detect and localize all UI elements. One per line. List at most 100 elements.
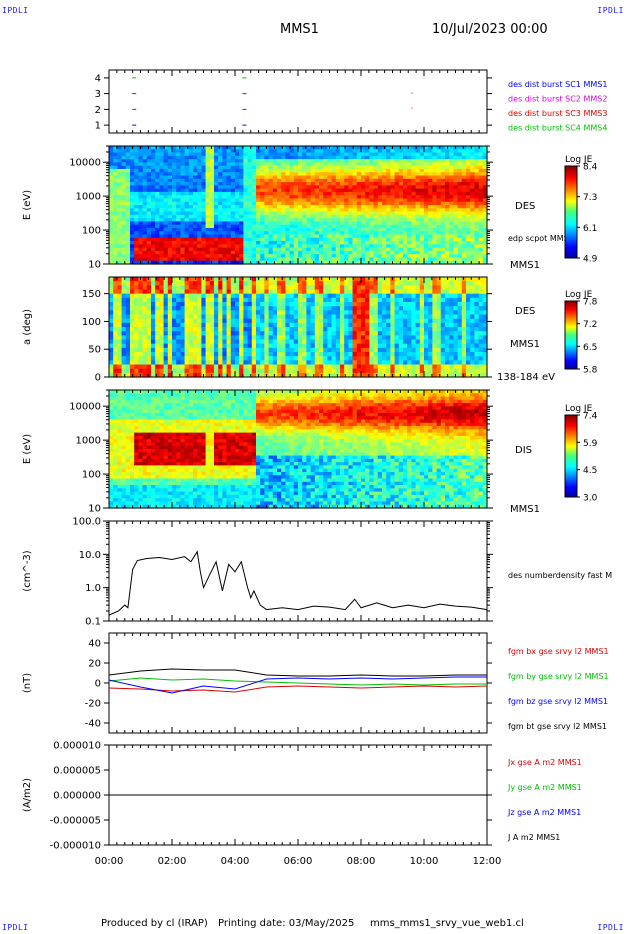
colorbar-tick-label: 7.2 bbox=[583, 320, 597, 330]
legend-entry: Jz gse A m2 MMS1 bbox=[507, 808, 581, 817]
y-axis-label: E (eV) bbox=[22, 190, 33, 220]
colorbar bbox=[564, 300, 578, 370]
energy-range-label: 138-184 eV bbox=[497, 372, 555, 383]
y-tick-label: 10 bbox=[88, 260, 101, 271]
panel-side-label: MMS1 bbox=[510, 339, 540, 350]
y-tick-label: -0.000010 bbox=[50, 841, 101, 852]
colorbar-tick-label: 5.9 bbox=[583, 439, 598, 449]
panel-frame-1 bbox=[108, 69, 488, 134]
x-tick-label: 12:00 bbox=[473, 856, 502, 867]
colorbar-tick-label: 4.5 bbox=[583, 466, 597, 476]
y-tick-label: 0.000005 bbox=[53, 766, 101, 777]
y-axis-label: (A/m2) bbox=[22, 778, 33, 812]
heatmap-cells bbox=[109, 146, 488, 265]
x-tick-label: 00:00 bbox=[95, 856, 124, 867]
page-datetime: 10/Jul/2023 00:00 bbox=[432, 22, 548, 37]
y-tick-label: 10000 bbox=[69, 158, 101, 169]
x-tick-label: 08:00 bbox=[347, 856, 376, 867]
y-tick-label: 2 bbox=[95, 105, 101, 116]
y-tick-label: 0 bbox=[95, 679, 101, 690]
colorbar-tick-label: 4.9 bbox=[583, 255, 598, 265]
corner-label-top-left: IPDLI bbox=[2, 6, 29, 15]
colorbar-title: Log JE bbox=[565, 290, 593, 300]
colorbar-tick-label: 8.4 bbox=[583, 163, 598, 173]
colorbar-tick-label: 7.8 bbox=[583, 298, 598, 308]
panel-side-label: DES bbox=[515, 306, 535, 317]
legend-entry: fgm bt gse srvy l2 MMS1 bbox=[508, 722, 607, 731]
colorbar-tick-label: 7.4 bbox=[583, 412, 598, 422]
overlay-label: edp scpot MMS1 bbox=[508, 234, 574, 243]
legend-entry: des numberdensity fast M bbox=[508, 571, 612, 580]
y-tick-label: 4 bbox=[95, 73, 101, 84]
colorbar-title: Log JE bbox=[565, 404, 593, 414]
page-title: MMS1 bbox=[280, 22, 319, 37]
panel-side-label: DES bbox=[515, 201, 535, 212]
density-line bbox=[108, 550, 488, 616]
corner-label-top-right: IPDLI bbox=[597, 6, 624, 15]
legend-entry: des dist burst SC4 MMS4 bbox=[508, 124, 607, 133]
field-line bbox=[108, 677, 487, 686]
y-tick-label: 100.0 bbox=[72, 517, 101, 528]
legend-entry: des dist burst SC1 MMS1 bbox=[508, 80, 607, 89]
y-tick-label: 10.0 bbox=[79, 550, 101, 561]
colorbar-title: Log JE bbox=[565, 155, 593, 165]
heatmap-cells bbox=[109, 277, 488, 378]
burst-mark bbox=[411, 92, 413, 94]
y-tick-label: 40 bbox=[88, 639, 101, 650]
legend-entry: des dist burst SC3 MMS3 bbox=[508, 109, 607, 118]
colorbar-tick-label: 6.1 bbox=[583, 224, 597, 234]
legend-entry: Jy gse A m2 MMS1 bbox=[507, 783, 582, 792]
y-tick-label: 150 bbox=[82, 289, 101, 300]
corner-label-bottom-right: IPDLI bbox=[597, 923, 624, 932]
y-tick-label: -40 bbox=[85, 719, 101, 730]
legend-entry: fgm by gse srvy l2 MMS1 bbox=[508, 672, 609, 681]
colorbar bbox=[564, 165, 578, 259]
y-tick-label: 100 bbox=[82, 317, 101, 328]
y-tick-label: 3 bbox=[95, 89, 101, 100]
field-line bbox=[108, 685, 488, 693]
footer-filename: mms_mms1_srvy_vue_web1.cl bbox=[370, 918, 524, 929]
y-tick-label: 10000 bbox=[69, 402, 101, 413]
legend-entry: J A m2 MMS1 bbox=[507, 833, 560, 842]
y-axis-label: (nT) bbox=[22, 673, 33, 693]
y-tick-label: 20 bbox=[88, 659, 101, 670]
y-tick-label: 50 bbox=[88, 345, 101, 356]
x-tick-label: 04:00 bbox=[221, 856, 250, 867]
corner-label-bottom-left: IPDLI bbox=[2, 923, 29, 932]
colorbar-tick-label: 3.0 bbox=[583, 494, 598, 504]
panel-side-label: MMS1 bbox=[510, 260, 540, 271]
panel-side-label: MMS1 bbox=[510, 504, 540, 515]
field-line bbox=[108, 668, 487, 677]
y-tick-label: 0 bbox=[95, 373, 101, 384]
y-tick-label: 100 bbox=[82, 226, 101, 237]
y-tick-label: 0.000000 bbox=[53, 791, 101, 802]
heatmap-cells bbox=[109, 390, 488, 509]
field-line bbox=[108, 676, 487, 694]
x-tick-label: 10:00 bbox=[410, 856, 439, 867]
colorbar-tick-label: 5.8 bbox=[583, 366, 598, 376]
colorbar-tick-label: 6.5 bbox=[583, 343, 597, 353]
y-tick-label: -0.000005 bbox=[50, 816, 101, 827]
panel-side-label: DIS bbox=[515, 445, 532, 456]
footer-print-date: Printing date: 03/May/2025 bbox=[218, 918, 355, 929]
burst-mark bbox=[411, 107, 413, 109]
colorbar bbox=[564, 414, 578, 498]
x-tick-label: 06:00 bbox=[284, 856, 313, 867]
colorbar-tick-label: 7.3 bbox=[583, 193, 597, 203]
y-tick-label: 1.0 bbox=[85, 583, 101, 594]
y-tick-label: 1 bbox=[95, 121, 101, 132]
legend-entry: Jx gse A m2 MMS1 bbox=[507, 758, 582, 767]
x-tick-label: 02:00 bbox=[158, 856, 187, 867]
y-tick-label: 0.000010 bbox=[53, 741, 101, 752]
y-axis-label: E (eV) bbox=[22, 434, 33, 464]
y-axis-label: a (deg) bbox=[22, 309, 33, 345]
footer-producer: Produced by cl (IRAP) bbox=[101, 918, 208, 929]
y-tick-label: 10 bbox=[88, 504, 101, 515]
y-tick-label: -20 bbox=[85, 699, 101, 710]
y-axis-label: (cm^-3) bbox=[22, 550, 33, 591]
legend-entry: des dist burst SC2 MMS2 bbox=[508, 95, 607, 104]
legend-entry: fgm bx gse srvy l2 MMS1 bbox=[508, 647, 609, 656]
y-tick-label: 1000 bbox=[76, 192, 101, 203]
y-tick-label: 100 bbox=[82, 470, 101, 481]
